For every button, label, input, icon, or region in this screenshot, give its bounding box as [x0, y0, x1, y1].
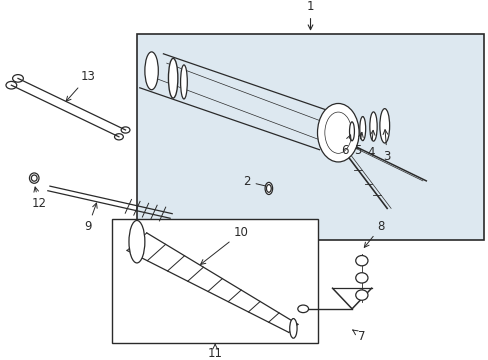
Text: 5: 5 [353, 132, 363, 157]
Ellipse shape [359, 117, 365, 141]
Ellipse shape [129, 220, 144, 263]
Ellipse shape [369, 112, 376, 141]
Ellipse shape [379, 109, 389, 143]
Ellipse shape [324, 112, 351, 153]
Text: 7: 7 [352, 330, 365, 343]
Bar [112, 219, 317, 343]
Text: 11: 11 [207, 344, 222, 360]
Ellipse shape [355, 290, 367, 300]
Ellipse shape [168, 58, 178, 98]
Ellipse shape [266, 185, 271, 192]
Ellipse shape [355, 256, 367, 266]
Ellipse shape [264, 183, 272, 194]
Ellipse shape [31, 175, 37, 181]
Ellipse shape [144, 52, 158, 90]
Ellipse shape [289, 319, 297, 338]
Text: 9: 9 [84, 203, 97, 233]
Ellipse shape [180, 65, 187, 99]
Text: 3: 3 [382, 130, 390, 163]
Text: 10: 10 [200, 226, 248, 264]
Ellipse shape [317, 103, 358, 162]
Ellipse shape [297, 305, 308, 312]
Bar [137, 33, 483, 240]
Ellipse shape [29, 173, 39, 183]
Text: 13: 13 [66, 70, 95, 101]
Text: 12: 12 [32, 187, 46, 210]
Text: 6: 6 [340, 135, 350, 157]
Ellipse shape [349, 122, 354, 141]
Ellipse shape [355, 273, 367, 283]
Text: 8: 8 [364, 220, 385, 247]
Text: 1: 1 [306, 0, 314, 30]
Text: 2: 2 [243, 175, 272, 189]
Text: 4: 4 [366, 130, 374, 159]
